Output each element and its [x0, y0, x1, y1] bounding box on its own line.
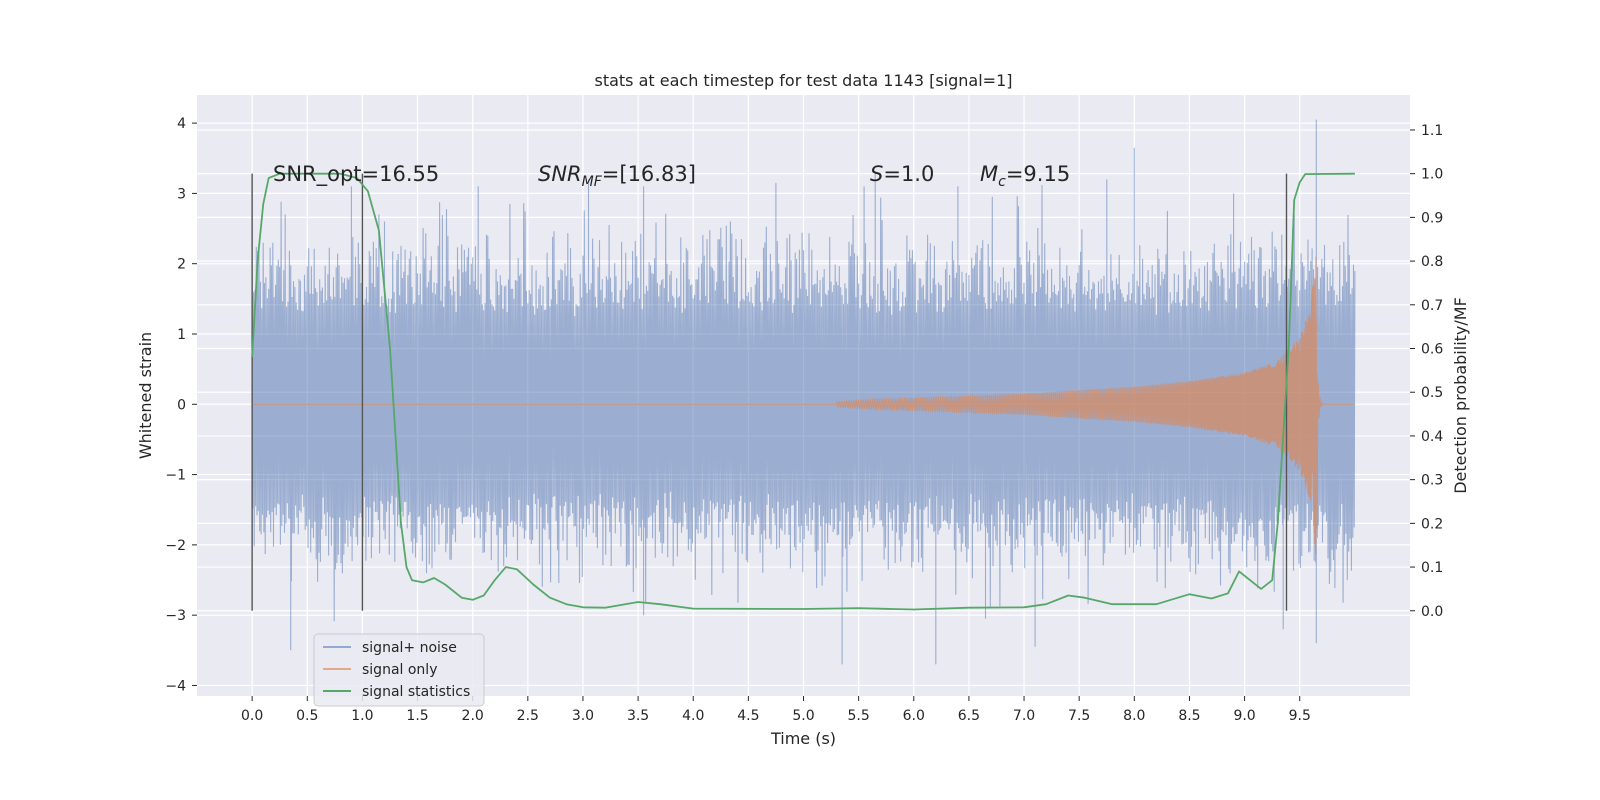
right-y-tick-label: 1.1 — [1421, 123, 1443, 139]
signal-series — [252, 256, 1355, 555]
chart-title: stats at each timestep for test data 114… — [594, 71, 1012, 90]
right-y-tick-label: 0.1 — [1421, 560, 1443, 576]
x-tick-label: 0.0 — [241, 708, 263, 724]
x-tick-label: 6.5 — [958, 708, 980, 724]
right-y-axis-ticks: 1.1 1.0 0.9 0.8 0.7 0.6 0.5 0.4 0.3 0.2 0.1 0.0 — [1410, 123, 1443, 620]
right-y-tick-label: 1.0 — [1421, 167, 1443, 183]
x-tick-label: 4.0 — [682, 708, 704, 724]
left-y-tick-label: −3 — [165, 608, 186, 624]
right-y-tick-label: 0.9 — [1421, 210, 1443, 226]
legend-label-signal: signal only — [362, 662, 437, 678]
left-y-tick-label: 1 — [177, 327, 186, 343]
right-y-tick-label: 0.7 — [1421, 298, 1443, 314]
left-y-tick-label: −1 — [165, 468, 186, 484]
snr-mf-subscript: MF — [582, 174, 603, 190]
mc-value: =9.15 — [1006, 162, 1070, 186]
mc-annotation: Mc=9.15 — [980, 162, 1070, 190]
x-tick-label: 8.0 — [1123, 708, 1145, 724]
x-tick-label: 2.5 — [517, 708, 539, 724]
left-y-tick-label: 0 — [177, 397, 186, 413]
s-annotation: S=1.0 — [870, 162, 934, 186]
legend-label-statistics: signal statistics — [362, 684, 470, 700]
legend-box — [313, 633, 485, 707]
snr-mf-annotation: SNRMF=[16.83] — [538, 162, 696, 190]
x-tick-label: 9.0 — [1233, 708, 1255, 724]
x-tick-label: 4.5 — [737, 708, 759, 724]
right-y-tick-label: 0.2 — [1421, 516, 1443, 532]
x-tick-label: 2.0 — [462, 708, 484, 724]
x-tick-label: 3.0 — [572, 708, 594, 724]
x-tick-label: 5.0 — [792, 708, 814, 724]
s-symbol: S — [870, 162, 883, 186]
x-tick-label: 3.5 — [627, 708, 649, 724]
left-y-axis-ticks: 4 3 2 1 0 −1 −2 −3 −4 — [165, 116, 197, 694]
noise-series — [251, 119, 1356, 665]
x-axis-label: Time (s) — [770, 729, 836, 748]
x-tick-label: 8.5 — [1178, 708, 1200, 724]
snr-mf-symbol: SNR — [538, 162, 582, 186]
x-tick-label: 0.5 — [296, 708, 318, 724]
snr-mf-value: =[16.83] — [602, 162, 696, 186]
left-y-tick-label: −2 — [165, 538, 186, 554]
s-value: =1.0 — [883, 162, 934, 186]
noise-line — [251, 119, 1356, 665]
legend: signal+ noise signal only signal statist… — [313, 633, 485, 707]
left-y-tick-label: −4 — [165, 678, 186, 694]
right-y-axis-label: Detection probability/MF — [1451, 297, 1470, 494]
left-y-tick-label: 4 — [177, 116, 186, 132]
mc-symbol: M — [980, 162, 998, 186]
x-tick-label: 7.5 — [1068, 708, 1090, 724]
right-y-tick-label: 0.4 — [1421, 429, 1443, 445]
right-y-tick-label: 0.5 — [1421, 385, 1443, 401]
snr-opt-annotation: SNR_opt=16.55 — [273, 162, 439, 187]
right-y-tick-label: 0.3 — [1421, 473, 1443, 489]
right-y-tick-label: 0.0 — [1421, 604, 1443, 620]
x-tick-label: 1.0 — [351, 708, 373, 724]
x-tick-label: 1.5 — [406, 708, 428, 724]
mc-subscript: c — [998, 174, 1006, 190]
statistics-line — [251, 172, 1355, 611]
x-tick-label: 9.5 — [1289, 708, 1311, 724]
signal-line — [252, 256, 1355, 555]
left-y-tick-label: 2 — [177, 257, 186, 273]
x-tick-label: 5.5 — [848, 708, 870, 724]
x-tick-label: 7.0 — [1013, 708, 1035, 724]
x-tick-label: 6.0 — [903, 708, 925, 724]
statistics-series — [251, 172, 1355, 611]
legend-label-noise: signal+ noise — [362, 640, 457, 656]
right-y-tick-label: 0.6 — [1421, 342, 1443, 358]
left-y-tick-label: 3 — [177, 186, 186, 202]
x-axis-ticks: 0.0 0.5 1.0 1.5 2.0 2.5 3.0 3.5 4.0 4.5 5.0 5.5 6.0 6… — [241, 696, 1311, 724]
left-y-axis-label: Whitened strain — [136, 332, 155, 459]
right-y-tick-label: 0.8 — [1421, 254, 1443, 270]
